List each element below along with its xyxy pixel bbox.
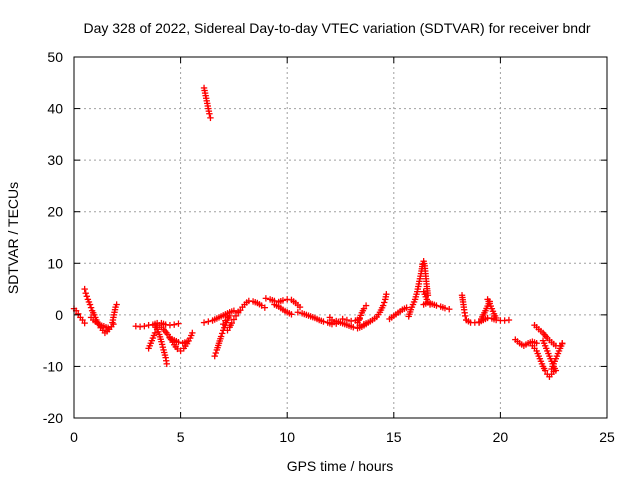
data-point-arc-11 — [230, 307, 238, 314]
data-point-arc-28 — [505, 316, 513, 324]
x-tick-label: 0 — [70, 429, 78, 445]
data-point-arc-21 — [362, 302, 370, 309]
data-point-arc-16 — [288, 311, 295, 318]
data-point-arc-06 — [151, 329, 159, 337]
axis-ticks — [73, 56, 608, 419]
data-point-arc-05 — [175, 320, 182, 327]
axis-tick-labels: 0 5 10 15 20 25 -20 -10 0 10 20 30 40 50 — [43, 49, 615, 445]
data-point-arc-04 — [113, 301, 120, 308]
y-tick-label: 50 — [47, 49, 63, 65]
y-axis-label: SDTVAR / TECUs — [5, 182, 21, 294]
x-tick-label: 5 — [177, 429, 185, 445]
data-point-arc-13 — [230, 316, 238, 323]
data-point-arc-07 — [163, 360, 170, 368]
data-point-arc-22 — [356, 321, 363, 329]
data-point-arc-11 — [200, 319, 208, 326]
data-point-arc-30 — [492, 314, 500, 322]
data-point-arc-32 — [541, 367, 549, 374]
data-point-arc-05 — [141, 323, 148, 330]
data-point-arc-25 — [446, 305, 453, 313]
data-point-arc-15 — [296, 303, 304, 311]
data-point-arc-25 — [441, 304, 449, 312]
data-point-arc-01 — [81, 319, 88, 327]
data-point-arc-17 — [320, 318, 327, 325]
data-point-arc-10 — [207, 114, 214, 122]
y-tick-label: 40 — [47, 101, 63, 117]
data-point-arc-27 — [462, 312, 469, 320]
chart-title: Day 328 of 2022, Sidereal Day-to-day VTE… — [83, 20, 590, 36]
data-point-arc-15 — [262, 295, 270, 302]
data-point-arc-14 — [222, 317, 229, 324]
data-point-arc-25 — [433, 302, 440, 309]
data-point-arc-10 — [206, 110, 213, 117]
data-point-arc-02 — [81, 285, 88, 293]
data-point-arc-11 — [205, 318, 212, 325]
y-tick-label: -10 — [43, 358, 63, 374]
data-point-arc-03 — [104, 324, 112, 331]
data-point-arc-22 — [383, 291, 390, 298]
data-point-arc-09 — [183, 338, 191, 345]
data-point-arc-17 — [294, 309, 302, 316]
data-point-arc-29 — [475, 319, 483, 326]
data-point-arc-08 — [189, 329, 196, 337]
data-point-arc-19 — [350, 324, 357, 331]
y-tick-label: -20 — [43, 410, 63, 426]
y-tick-label: 0 — [55, 307, 63, 323]
data-points — [70, 84, 566, 380]
x-tick-label: 20 — [493, 429, 509, 445]
data-point-arc-12 — [212, 349, 219, 357]
data-point-arc-22 — [381, 299, 388, 306]
data-point-arc-31 — [533, 340, 540, 347]
data-point-arc-02 — [83, 293, 90, 300]
data-point-arc-12 — [217, 333, 225, 340]
data-point-arc-20 — [339, 315, 346, 323]
x-tick-label: 15 — [386, 429, 402, 445]
data-point-arc-13 — [228, 319, 235, 327]
x-axis-label: GPS time / hours — [287, 458, 394, 474]
y-tick-label: 20 — [47, 204, 63, 220]
data-point-arc-14 — [224, 313, 231, 321]
data-point-arc-05 — [171, 321, 178, 328]
data-point-arc-20 — [343, 316, 351, 324]
data-point-arc-14 — [220, 320, 227, 328]
data-point-arc-22 — [379, 302, 387, 309]
data-point-arc-34 — [552, 367, 560, 374]
plot-frame — [73, 56, 608, 419]
data-point-arc-26 — [426, 301, 434, 308]
data-point-arc-02 — [82, 289, 89, 297]
data-point-arc-01 — [75, 310, 82, 318]
x-tick-label: 25 — [599, 429, 615, 445]
data-point-arc-09 — [175, 338, 182, 346]
x-tick-label: 10 — [279, 429, 295, 445]
data-point-arc-02 — [87, 304, 95, 311]
data-point-arc-35 — [559, 340, 566, 347]
y-tick-label: 10 — [47, 255, 63, 271]
grid-lines — [74, 57, 607, 418]
data-point-arc-13 — [261, 304, 269, 311]
data-point-arc-02 — [86, 301, 94, 308]
data-point-arc-12 — [218, 330, 226, 337]
data-point-arc-12 — [211, 352, 218, 360]
y-tick-label: 30 — [47, 152, 63, 168]
data-point-arc-15 — [279, 297, 287, 304]
